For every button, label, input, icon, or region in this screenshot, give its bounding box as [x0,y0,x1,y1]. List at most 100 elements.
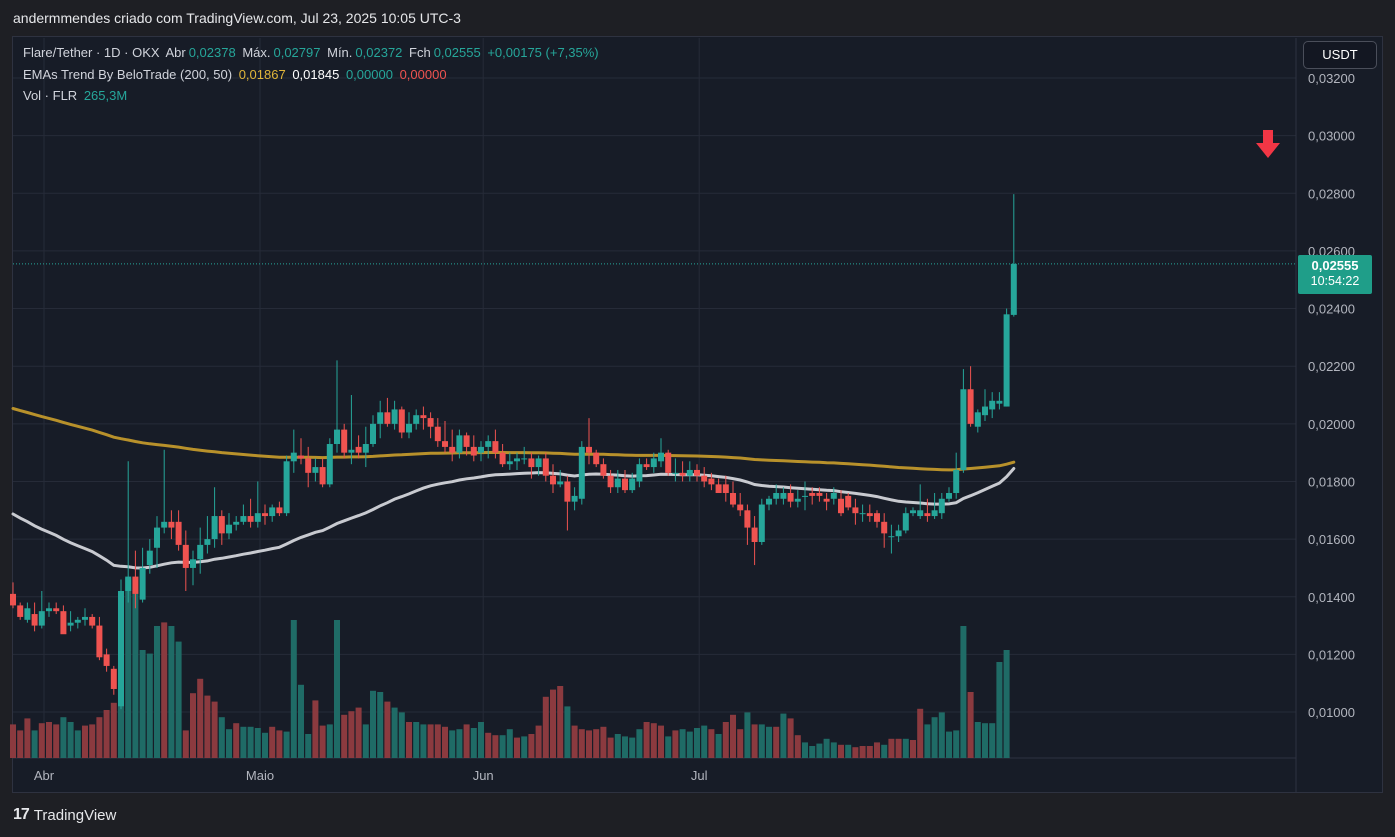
bar-countdown: 10:54:22 [1310,274,1360,288]
candle [247,498,254,528]
volume-bar [636,729,643,758]
candle [420,406,427,430]
ema200-line [11,407,1016,472]
volume-bar [125,578,132,758]
candle [600,458,607,479]
candle-body [420,415,427,419]
candle [226,513,232,540]
volume-bar [146,653,153,758]
currency-button[interactable]: USDT [1303,41,1377,69]
candle [262,504,268,525]
candle [96,616,103,661]
candle-body [953,469,960,494]
candle [31,602,38,632]
volume-bar [658,725,664,758]
candle-body [744,510,751,528]
candle-body [269,507,276,517]
candle-body [794,498,801,502]
candle-body [643,464,650,468]
candle [348,395,355,465]
volume-bar [989,723,996,758]
candle [413,409,420,430]
candle-body [60,611,67,635]
candle [593,449,600,468]
volume-bar [420,724,427,758]
candle-body [578,446,585,499]
volume-bar [406,722,412,758]
candle [456,429,463,459]
candle [946,487,952,502]
candle-body [809,493,816,496]
candle-body [485,441,492,447]
candle-body [233,521,240,525]
candle-body [542,458,549,476]
candle-body [974,412,981,427]
candle [60,605,67,635]
candle [607,469,614,494]
candle [427,412,434,439]
candle [269,504,276,522]
candle-body [780,493,787,499]
candle [341,423,348,459]
candle-body [722,484,729,494]
volume-bar [168,626,175,758]
volume-bar [89,724,96,758]
tradingview-footer[interactable]: 17 TradingView [13,806,116,824]
volume-bar [161,622,168,758]
candle-body [550,475,556,485]
volume-bar [737,729,744,758]
legend-open: 0,02378 [188,45,236,60]
candle-body [82,616,88,620]
y-tick-label: 0,01400 [1308,590,1355,605]
candle [643,458,650,470]
candle [46,602,52,617]
chart-panel[interactable] [12,36,1383,793]
volume-bar [744,712,751,758]
candle-body [924,513,931,517]
legend-volume: Vol · FLR 265,3M [23,88,130,103]
candle-body [938,498,945,514]
volume-bar [859,746,866,758]
volume-bar [1003,650,1010,758]
volume-bar [449,730,456,758]
candle [132,550,139,609]
legend-high-label: Máx. [242,45,271,60]
candle-body [982,406,988,416]
arrow-shaft [1263,130,1273,146]
candle [67,611,74,632]
candle-body [276,507,283,514]
candle-body [859,513,866,515]
candle-body [226,524,232,534]
volume-bar [686,731,693,758]
volume-bar [355,707,362,758]
candle-body [218,516,225,534]
candle [485,435,492,459]
volume-bar [902,738,909,758]
candle-body [319,467,326,485]
candle [74,616,81,629]
candle [463,432,470,456]
volume-bar [312,700,319,758]
candle [38,590,45,629]
volume-bar [874,742,880,758]
candle [895,524,902,543]
candle-body [593,452,600,465]
candle [614,469,621,494]
candle-body [773,493,780,499]
candle [110,665,117,695]
candle [838,490,844,517]
volume-bar [434,724,441,758]
candle [974,409,981,433]
volume-bar [629,737,636,758]
candle-body [672,472,679,474]
candle-body [110,668,117,689]
candle [118,579,124,710]
volume-bar [924,724,931,758]
candle-body [139,567,146,600]
candle-body [449,446,456,453]
legend-close: 0,02555 [433,45,481,60]
candle-body [348,449,355,453]
candle-body [665,452,672,473]
candle [564,475,571,531]
